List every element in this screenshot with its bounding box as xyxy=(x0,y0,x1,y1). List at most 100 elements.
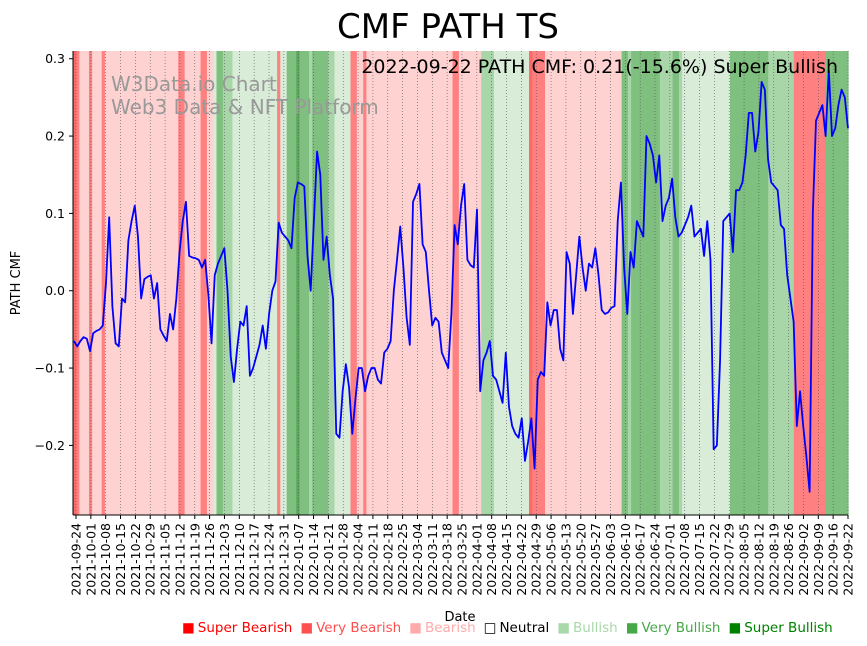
regime-band xyxy=(117,51,122,515)
regime-band xyxy=(586,51,591,515)
regime-band xyxy=(726,51,731,515)
regime-band xyxy=(337,51,342,515)
regime-band xyxy=(197,51,202,515)
x-tick-label: 2021-12-17 xyxy=(247,523,262,596)
x-tick-label: 2021-11-26 xyxy=(202,523,217,596)
regime-band xyxy=(666,51,670,515)
x-tick-label: 2022-02-11 xyxy=(365,523,380,596)
x-tick-label: 2021-09-24 xyxy=(69,523,84,596)
regime-band xyxy=(800,51,804,515)
regime-band xyxy=(723,51,728,515)
x-tick-label: 2022-09-09 xyxy=(811,523,826,596)
regime-band xyxy=(599,51,604,515)
regime-band xyxy=(761,51,766,515)
regime-band xyxy=(739,51,744,515)
regime-band xyxy=(468,51,473,515)
regime-band xyxy=(360,51,364,515)
x-tick-label: 2022-06-03 xyxy=(603,523,618,596)
regime-band xyxy=(509,51,514,515)
regime-band xyxy=(385,51,390,515)
regime-band xyxy=(267,51,272,515)
regime-band xyxy=(194,51,198,515)
watermark-line-2: Web3 Data & NFT Platform xyxy=(111,95,379,119)
regime-band xyxy=(580,51,584,515)
regime-band xyxy=(793,51,798,515)
regime-band xyxy=(270,51,275,515)
x-tick-label: 2022-02-18 xyxy=(380,523,395,596)
x-tick-label: 2022-03-18 xyxy=(440,523,455,596)
regime-band xyxy=(602,51,607,515)
regime-band xyxy=(828,51,833,515)
regime-band xyxy=(398,51,403,515)
regime-band xyxy=(490,51,495,515)
legend-item: ■ Super Bearish xyxy=(182,620,292,636)
regime-band xyxy=(340,51,345,515)
x-tick-label: 2022-09-16 xyxy=(826,523,841,596)
x-tick-label: 2022-04-22 xyxy=(514,523,529,596)
regime-band xyxy=(449,51,454,515)
regime-band xyxy=(765,51,769,515)
x-tick-label: 2022-03-11 xyxy=(425,523,440,596)
regime-band xyxy=(819,51,824,515)
regime-band xyxy=(768,51,773,515)
regime-band xyxy=(206,51,211,515)
regime-band xyxy=(541,51,546,515)
x-tick-label: 2022-05-27 xyxy=(588,523,603,596)
regime-band xyxy=(417,51,422,515)
regime-band xyxy=(557,51,562,515)
regime-band xyxy=(152,51,157,515)
regime-band xyxy=(596,51,600,515)
regime-band xyxy=(420,51,425,515)
regime-band xyxy=(653,51,658,515)
y-tick-label: −0.1 xyxy=(35,361,65,376)
regime-band xyxy=(127,51,132,515)
regime-band xyxy=(235,51,240,515)
x-tick-label: 2021-12-24 xyxy=(262,523,277,596)
regime-band xyxy=(350,51,355,515)
regime-band xyxy=(324,51,329,515)
regime-band xyxy=(245,51,250,515)
x-tick-label: 2022-08-12 xyxy=(751,523,766,596)
regime-band xyxy=(395,51,399,515)
regime-band xyxy=(388,51,393,515)
x-tick-label: 2021-10-15 xyxy=(113,523,128,596)
regime-band xyxy=(589,51,594,515)
regime-band xyxy=(280,51,285,515)
regime-band xyxy=(777,51,782,515)
series-line-path-cmf xyxy=(73,69,849,493)
regime-band xyxy=(411,51,415,515)
regime-band xyxy=(752,51,757,515)
legend: ■ Super Bearish ■ Very Bearish ■ Bearish □ Neut… xyxy=(182,620,841,636)
x-tick-label: 2021-10-01 xyxy=(83,523,98,596)
regime-band xyxy=(816,51,820,515)
regime-band xyxy=(299,51,304,515)
regime-band xyxy=(401,51,406,515)
regime-band xyxy=(238,51,243,515)
regime-band xyxy=(631,51,635,515)
regime-band xyxy=(219,51,224,515)
regime-band xyxy=(784,51,788,515)
regime-band xyxy=(745,51,750,515)
regime-band xyxy=(222,51,227,515)
regime-band xyxy=(143,51,147,515)
regime-band xyxy=(691,51,696,515)
x-tick-label: 2022-04-01 xyxy=(469,523,484,596)
regime-band xyxy=(790,51,795,515)
regime-band xyxy=(232,51,237,515)
regime-band xyxy=(165,51,170,515)
x-tick-label: 2022-08-05 xyxy=(737,523,752,596)
regime-band xyxy=(82,51,87,515)
x-tick-label: 2022-07-22 xyxy=(707,523,722,596)
regime-band xyxy=(500,51,505,515)
regime-band xyxy=(707,51,712,515)
x-tick-label: 2022-06-17 xyxy=(633,523,648,596)
regime-band xyxy=(242,51,246,515)
axes xyxy=(72,51,848,516)
regime-band xyxy=(710,51,715,515)
regime-band xyxy=(471,51,476,515)
regime-band xyxy=(372,51,377,515)
regime-band xyxy=(688,51,693,515)
regime-band xyxy=(513,51,517,515)
regime-band xyxy=(92,51,96,515)
